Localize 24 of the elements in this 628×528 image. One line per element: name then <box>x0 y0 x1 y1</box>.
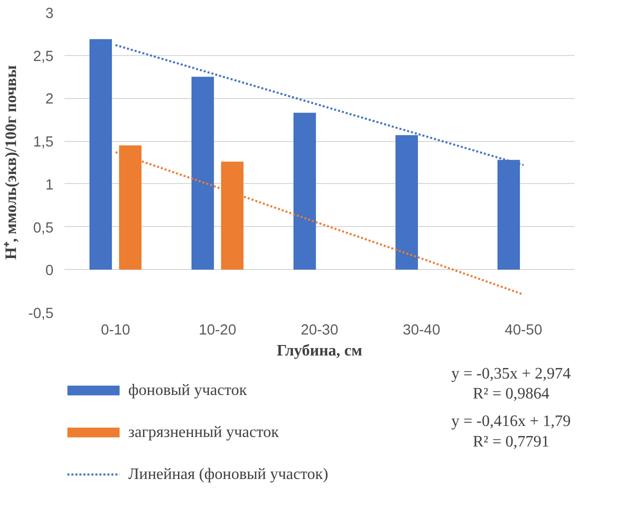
bar <box>89 39 112 270</box>
text: y = -0,35x + 2,974 R² = 0,9864 <box>451 365 571 403</box>
x-tick-label: 30-40 <box>402 322 440 338</box>
y-tick-label: 3 <box>45 6 54 22</box>
text: y = -0,416x + 1,79 R² = 0,7791 <box>451 412 571 450</box>
legend-label: Линейная (фоновый участок) <box>128 466 328 483</box>
y-tick-label: 1,5 <box>33 134 54 151</box>
x-tick-label: 10-20 <box>198 322 236 338</box>
legend-label: фоновый участок <box>128 382 248 399</box>
y-tick-label: 1 <box>45 177 54 194</box>
x-tick-label: 20-30 <box>300 322 338 338</box>
x-tick-label: 40-50 <box>504 322 542 338</box>
y-tick-label: -0,5 <box>28 306 54 322</box>
x-axis-title: Глубина, см <box>276 342 362 360</box>
y-tick-label: 0,5 <box>33 220 54 236</box>
y-tick-label: 2,5 <box>33 48 54 65</box>
bar <box>293 112 316 270</box>
y-axis-title: H⁺, ммоль(экв)/100г почвы <box>3 64 20 260</box>
x-tick-label: 0-10 <box>100 322 130 338</box>
y-tick-label: 2 <box>45 92 54 108</box>
bar <box>191 76 214 270</box>
legend-label: загрязненный участок <box>128 424 280 441</box>
y-tick-label: 0 <box>45 263 54 280</box>
bar <box>221 162 244 270</box>
